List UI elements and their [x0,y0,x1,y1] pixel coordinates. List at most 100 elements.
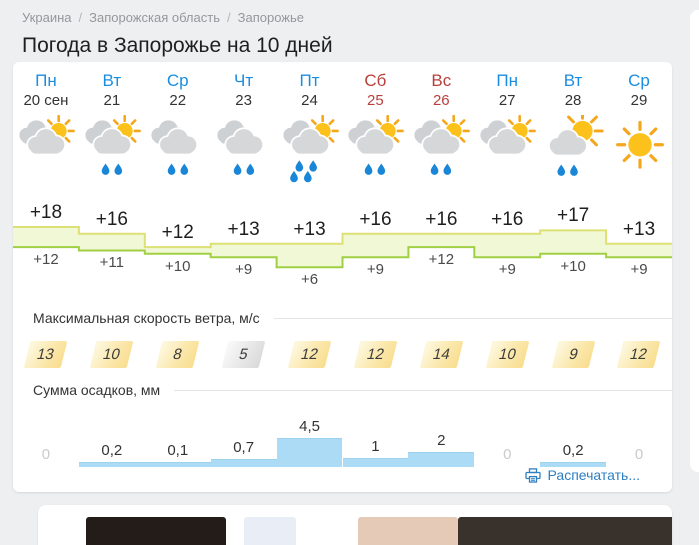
bottom-content-card [38,505,672,545]
section-divider [273,317,672,319]
wind-speed-badge: 13 [24,340,68,368]
day-column-header[interactable]: Ср 29 [606,71,672,115]
thumbnail-4[interactable] [458,517,672,545]
precip-value-label: 2 [437,432,446,449]
temp-min-label: +9 [366,261,384,279]
wind-speed-badge: 14 [419,340,464,368]
wind-cell: 9 [540,340,606,368]
topbar: Украина / Запорожская область / Запорожье По… [0,0,699,58]
breadcrumb-separator: / [226,10,231,25]
day-date: 29 [630,92,648,109]
temp-min-label: +10 [560,257,586,275]
wind-section-title: Максимальная скорость ветра, м/с [33,310,260,326]
day-name: Сб [364,71,387,90]
day-column-header[interactable]: Пн 20 сен [13,71,79,115]
page-title: Погода в Запорожье на 10 дней [22,34,333,57]
day-column-header[interactable]: Вт 28 [540,71,606,115]
temp-max-label: +18 [29,202,63,223]
day-name: Вс [431,71,452,90]
precip-bar [210,459,277,467]
day-column-header[interactable]: Сб 25 [342,71,408,115]
wind-speed-badge: 5 [221,340,266,368]
cloud-sun-heavy-rain-icon [277,115,343,200]
cloud-sun-rain-icon [408,115,474,200]
day-date: 26 [432,92,450,109]
cloud-sun-icon [474,115,540,200]
precip-bar [144,462,211,467]
section-divider [174,389,672,391]
wind-speed-row: 13 10 8 5 12 12 14 10 9 12 [13,333,672,375]
wind-cell: 10 [474,340,540,368]
wind-cell: 14 [408,340,474,368]
day-date: 20 сен [23,92,69,109]
temp-max-label: +16 [95,208,128,230]
precip-value-label: 0 [503,446,512,463]
breadcrumb: Украина / Запорожская область / Запорожье [22,10,699,26]
precip-value-label: 0 [634,446,644,463]
day-name: Пт [299,71,320,90]
day-date: 24 [301,92,318,109]
day-name: Ср [166,71,189,90]
day-date: 21 [103,92,121,109]
day-date: 27 [498,92,516,109]
printer-icon [524,467,541,483]
breadcrumb-item[interactable]: Украина [22,10,72,25]
precip-bar [276,438,343,467]
day-column-header[interactable]: Вт 21 [79,71,145,115]
precip-bar [408,452,475,467]
precip-value-label: 0,2 [101,441,123,459]
wind-cell: 12 [342,340,408,368]
temp-max-label: +13 [622,218,656,240]
cloud-rain-icon [145,115,211,200]
wind-cell: 10 [79,340,145,368]
day-date: 23 [235,92,252,109]
day-date: 28 [564,92,582,109]
cloud-sun-rain-icon [79,115,145,200]
wind-speed-badge: 10 [89,340,134,368]
precip-bar [540,461,607,467]
temp-min-label: +10 [165,257,191,275]
wind-speed-badge: 12 [287,340,332,368]
precip-value-label: 0,1 [167,442,189,460]
day-name: Ср [628,71,650,90]
cloud-sun-rain-icon [342,115,408,200]
day-column-header[interactable]: Пт 24 [277,71,343,115]
temperature-chart: +18 +12 +16 +11 +12 +10 +13 +9 +13 +6 +16 +9 +16 +12 +… [13,200,672,295]
thumbnail-3[interactable] [358,517,458,545]
temp-min-label: +6 [300,271,319,289]
sun-icon [606,115,672,200]
wind-speed-badge: 12 [353,340,398,368]
weather-icons-row [13,115,672,200]
temp-max-label: +17 [557,205,590,227]
days-header-row: Пн 20 сен Вт 21 Ср 22 Чт 23 Пт 24 Сб 25 Вс 26 Пн 27 Вт 28… [13,62,672,115]
temp-min-label: +12 [33,251,59,269]
wind-cell: 13 [13,340,79,368]
precip-bar [78,461,145,467]
temp-max-label: +16 [359,208,392,230]
wind-speed-badge: 10 [485,340,530,368]
wind-speed-badge: 8 [155,340,200,368]
breadcrumb-item[interactable]: Запорожье [237,10,304,25]
temp-min-label: +9 [498,261,516,279]
temp-min-label: +12 [428,251,455,269]
day-column-header[interactable]: Ср 22 [145,71,211,115]
day-name: Пн [496,71,518,90]
day-column-header[interactable]: Вс 26 [408,71,474,115]
wind-cell: 8 [145,340,211,368]
sun-cloud-rain-icon [540,115,606,200]
precip-value-label: 0,7 [233,439,255,457]
print-button[interactable]: Распечатать... [524,467,640,483]
day-date: 22 [169,92,187,109]
temp-max-label: +13 [293,218,326,240]
day-column-header[interactable]: Пн 27 [474,71,540,115]
precip-value-label: 4,5 [299,418,320,436]
temp-max-label: +13 [227,218,260,240]
precipitation-row: 0 0,2 0,1 0,7 4,5 1 2 0 0,2 0 [13,405,672,467]
precip-value-label: 0,2 [562,441,584,459]
breadcrumb-item[interactable]: Запорожская область [89,10,220,25]
day-name: Пн [35,71,57,90]
day-name: Вт [102,71,122,90]
day-column-header[interactable]: Чт 23 [211,71,277,115]
thumbnail-2[interactable] [244,517,296,545]
thumbnail-1[interactable] [86,517,226,545]
